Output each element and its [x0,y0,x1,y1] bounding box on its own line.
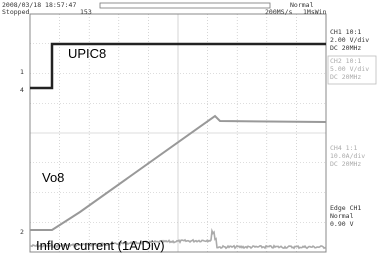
page: {"header": {"datetime": "2008/03/18 18:5… [0,0,378,258]
ch1-coupling: DC 20MHz [330,44,361,52]
record-length: 1MsWin [303,8,327,16]
ch2-name: CH2 10:1 [330,57,361,65]
ch4-scale: 10.0A/div [330,152,365,160]
ch4-coupling: DC 20MHz [330,160,361,168]
trigger-level: 0.90 V [330,220,354,228]
vo-label: Vo8 [42,170,64,185]
ch1-scale: 2.00 V/div [330,36,369,44]
ch1-marker: 1 [20,68,24,76]
ch2-marker: 2 [20,228,24,236]
ch2-coupling: DC 20MHz [330,73,361,81]
scope-screen: 2008/03/18 18:57:47 Stopped 153 Normal 2… [0,0,378,258]
current-label: Inflow current (1A/Div) [36,238,165,253]
record-bar [100,3,270,8]
upic-label: UPIC8 [68,46,106,61]
ch2-scale: 5.00 V/div [330,65,369,73]
ch4-marker: 4 [20,86,24,94]
acq-count: 153 [80,8,92,16]
trigger-mode-panel: Normal [330,212,354,220]
sample-rate: 200MS/s [265,8,292,16]
ch4-name: CH4 1:1 [330,144,357,152]
ch1-name: CH1 10:1 [330,28,361,36]
trigger-source: Edge CH1 [330,204,361,212]
run-state: Stopped [2,8,29,16]
